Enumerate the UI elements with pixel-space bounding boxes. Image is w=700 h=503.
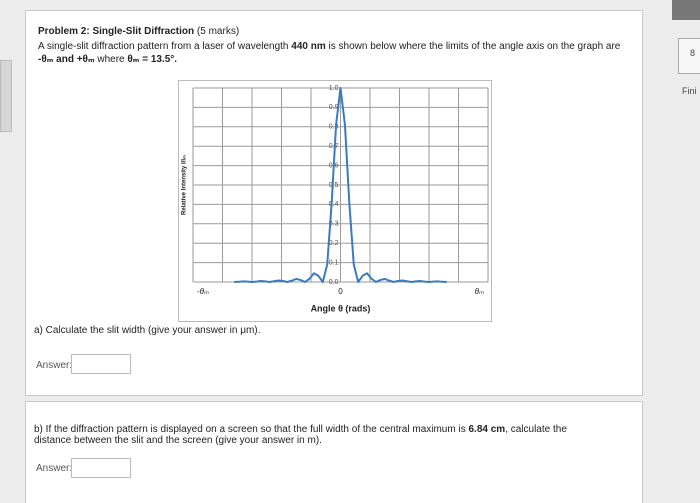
answer-input[interactable] xyxy=(71,354,131,374)
y-tick-label: 0.5 xyxy=(329,182,339,189)
y-tick-label: 0.0 xyxy=(329,279,339,286)
theta-m: θₘ = 13.5°. xyxy=(127,54,178,65)
part-b-text: , calculate the xyxy=(505,424,567,435)
wavelength: 440 nm xyxy=(291,41,326,52)
question-number[interactable]: 8 xyxy=(690,48,696,58)
y-tick-label: 0.8 xyxy=(329,124,339,131)
problem-marks: (5 marks) xyxy=(196,26,240,37)
y-tick-label: 0.1 xyxy=(329,259,339,266)
intensity-curve xyxy=(234,87,447,283)
y-tick-label: 0.4 xyxy=(329,201,339,208)
intro-line2: -θₘ and +θₘ where θₘ = 13.5°. xyxy=(38,53,177,66)
answer-label: Answer: xyxy=(36,463,73,474)
finish-link[interactable]: Fini xyxy=(682,86,697,96)
part-b-line1: b) If the diffraction pattern is display… xyxy=(34,423,567,436)
question-nav[interactable] xyxy=(678,38,700,74)
intro-text: is shown below where the limits of the a… xyxy=(328,41,621,52)
y-tick-label: 1.0 xyxy=(329,85,339,92)
x-tick-label: θₘ xyxy=(475,287,484,296)
problem-heading: Problem 2: Single-Slit Diffraction (5 ma… xyxy=(38,25,239,38)
question-card-b: b) If the diffraction pattern is display… xyxy=(25,401,643,503)
intro-text: where xyxy=(97,54,125,65)
x-axis-title: Angle θ (rads) xyxy=(311,303,371,313)
x-tick-label: -θₘ xyxy=(197,287,209,296)
x-tick-label: 0 xyxy=(338,287,343,296)
answer-label: Answer: xyxy=(36,360,73,371)
angle-limits: -θₘ and +θₘ xyxy=(38,54,95,65)
y-axis-title: Relative Intensity I/Iₘ xyxy=(182,155,188,215)
y-tick-label: 0.9 xyxy=(329,104,339,111)
top-right-block xyxy=(672,0,700,20)
y-tick-label: 0.7 xyxy=(329,143,339,150)
question-card: Problem 2: Single-Slit Diffraction (5 ma… xyxy=(25,10,643,396)
left-tab xyxy=(0,60,12,132)
part-a-question: a) Calculate the slit width (give your a… xyxy=(34,325,261,336)
part-b-line2: distance between the slit and the screen… xyxy=(34,435,322,446)
y-tick-label: 0.3 xyxy=(329,221,339,228)
chart: Relative Intensity I/Iₘ Angle θ (rads) 0… xyxy=(178,80,492,322)
intro-text: A single-slit diffraction pattern from a… xyxy=(38,41,289,52)
y-tick-label: 0.2 xyxy=(329,240,339,247)
central-max-width: 6.84 cm xyxy=(468,424,506,435)
part-b-text: b) If the diffraction pattern is display… xyxy=(34,424,466,435)
problem-title: Problem 2: Single-Slit Diffraction xyxy=(38,26,195,37)
intro-line1: A single-slit diffraction pattern from a… xyxy=(38,40,620,53)
answer-input[interactable] xyxy=(71,458,131,478)
